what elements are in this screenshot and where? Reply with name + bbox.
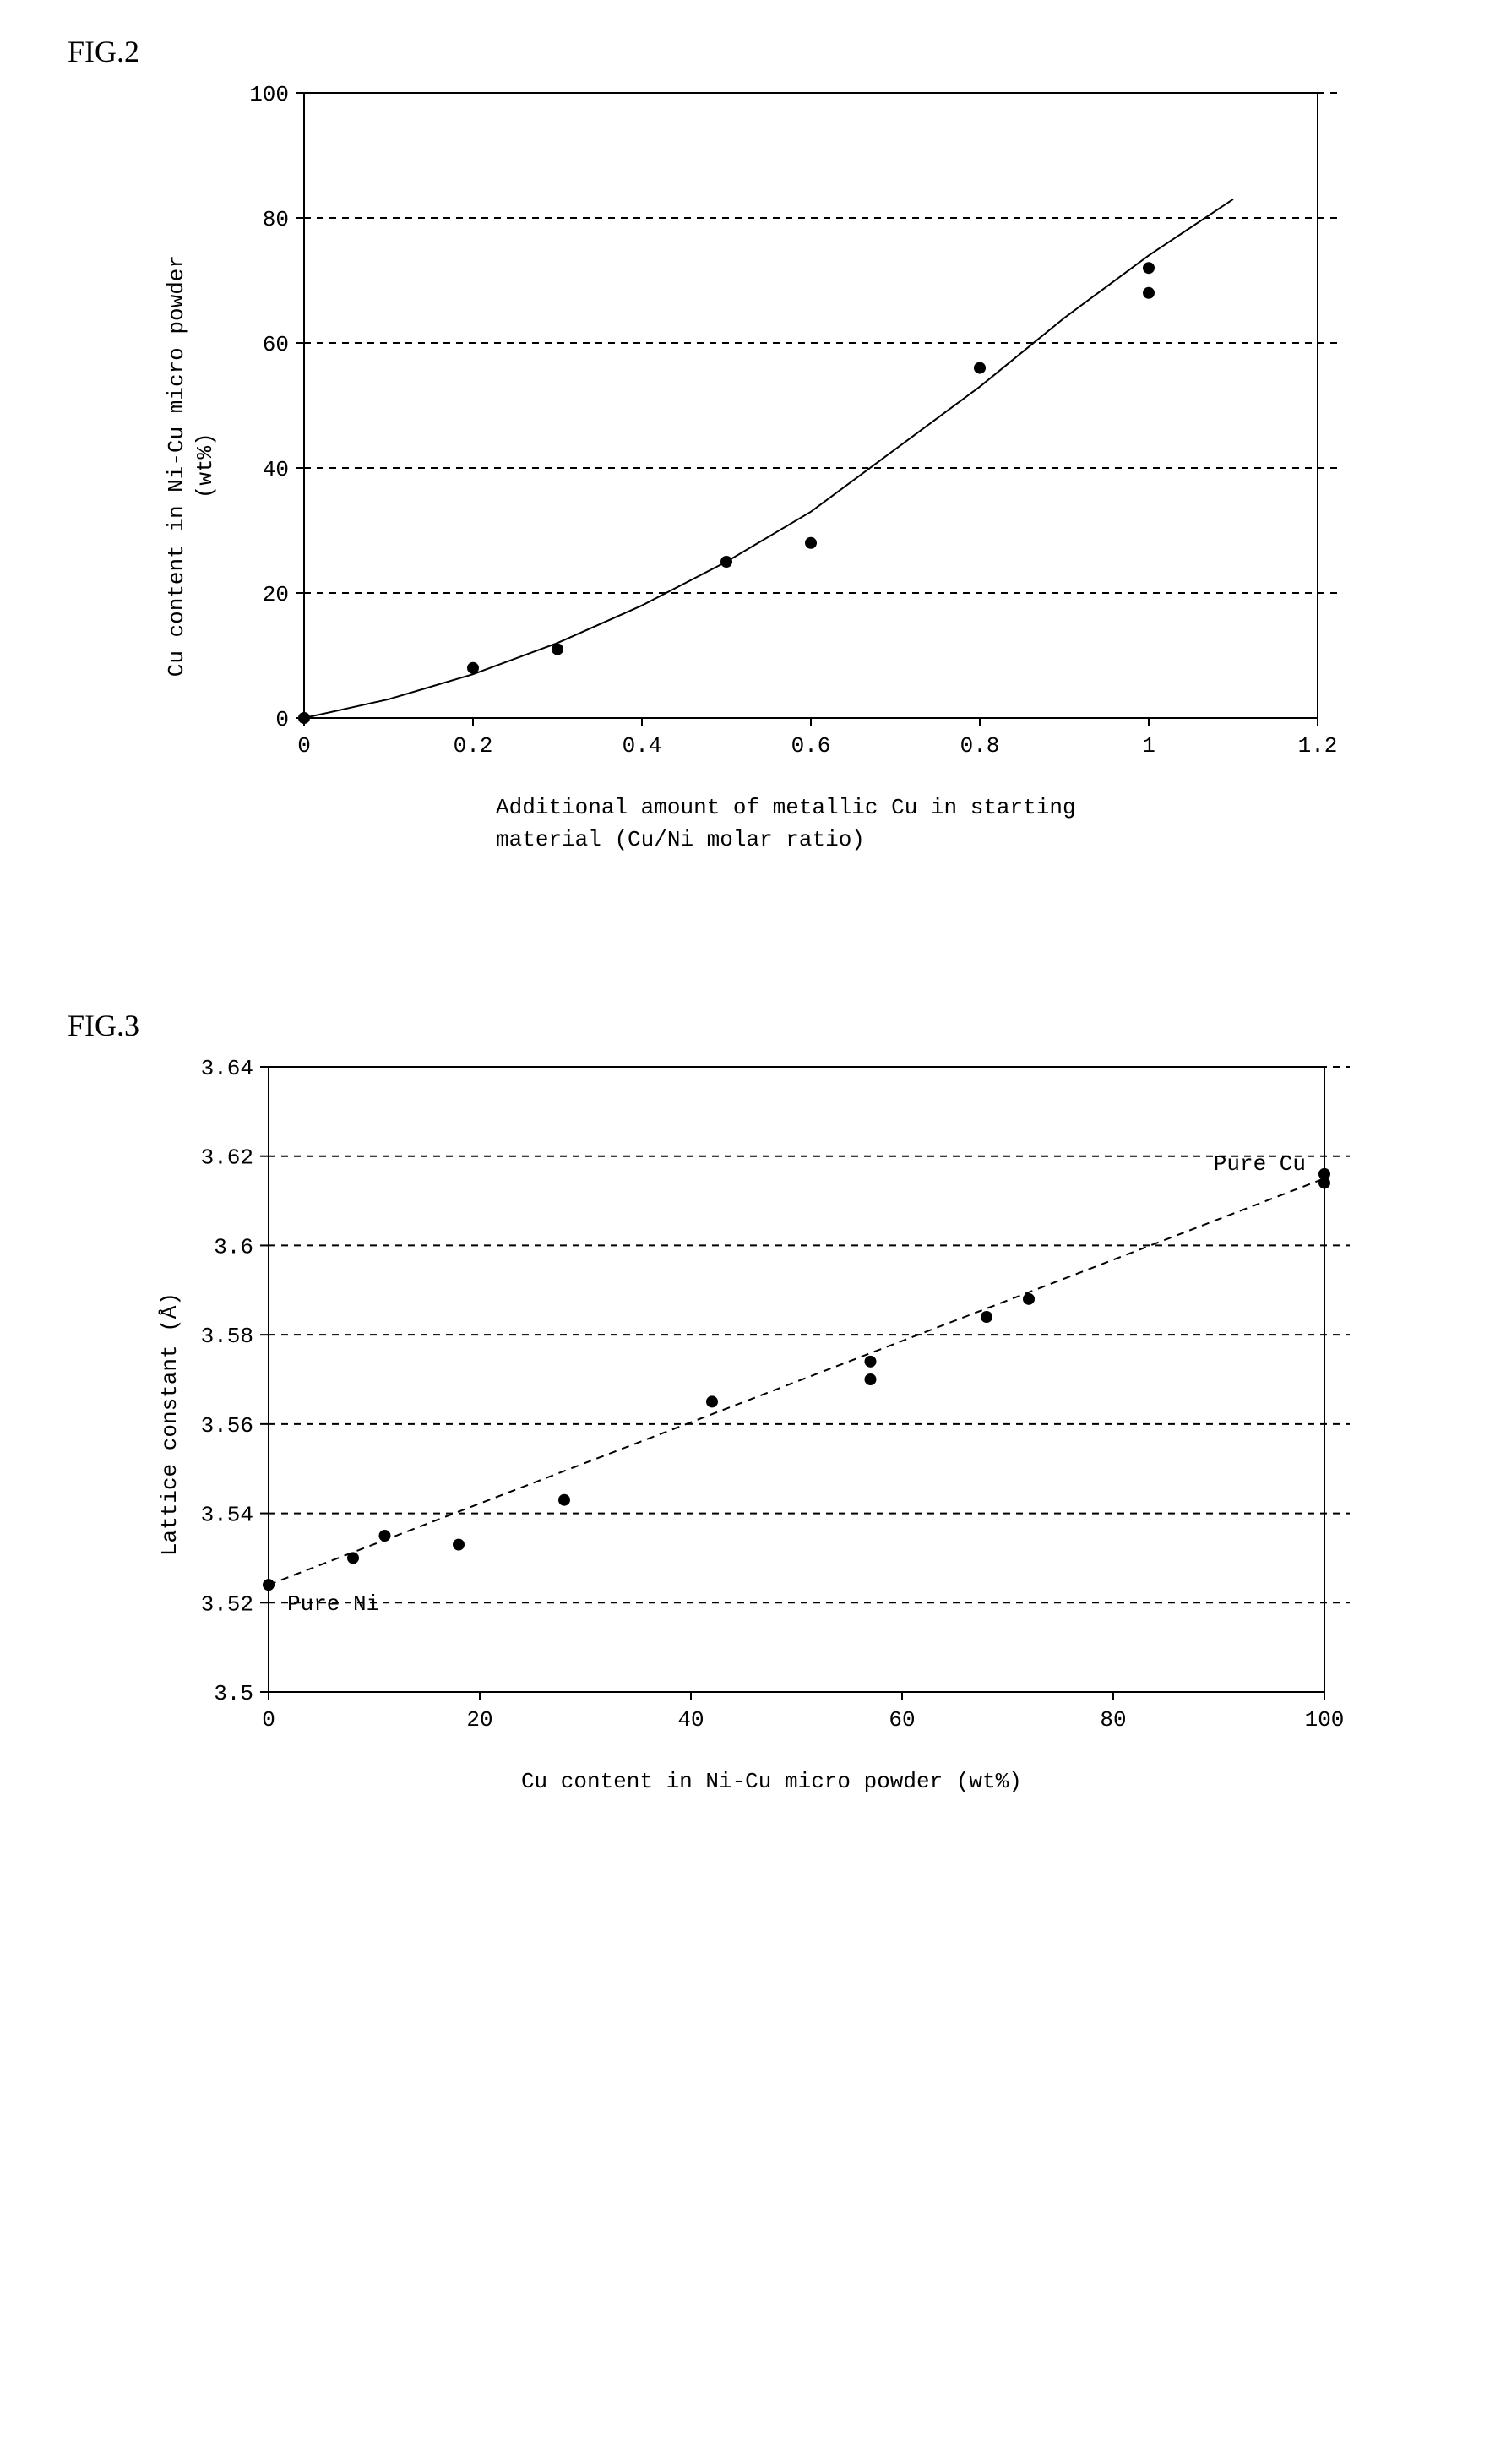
figure-3-chart: Lattice constant (Å) Pure Ni Pure Cu 0 20 40… <box>34 1050 1472 1798</box>
svg-text:40: 40 <box>678 1707 704 1732</box>
figure-3-ylabel: Lattice constant (Å) <box>148 1292 185 1556</box>
svg-text:3.5: 3.5 <box>215 1681 254 1706</box>
figure-3: FIG.3 Lattice constant (Å) Pure Ni Pure C… <box>34 1008 1472 1798</box>
svg-text:0.4: 0.4 <box>623 733 662 759</box>
svg-text:0.2: 0.2 <box>454 733 493 759</box>
svg-text:20: 20 <box>263 582 289 607</box>
svg-text:3.6: 3.6 <box>215 1235 254 1260</box>
svg-text:1: 1 <box>1142 733 1155 759</box>
svg-text:80: 80 <box>263 207 289 232</box>
svg-text:3.56: 3.56 <box>201 1413 253 1439</box>
figure-2-chart: Cu content in Ni-Cu micro powder (wt%) 0… <box>34 76 1472 856</box>
svg-text:0.6: 0.6 <box>791 733 831 759</box>
svg-text:3.54: 3.54 <box>201 1503 253 1528</box>
figure-2-plot-column: 0 0.2 0.4 0.6 0.8 1 1.2 0 20 40 60 80 100 Additional… <box>220 76 1351 856</box>
svg-text:0.8: 0.8 <box>960 733 1000 759</box>
figure-2-svg: 0 0.2 0.4 0.6 0.8 1 1.2 0 20 40 60 80 100 <box>220 76 1351 777</box>
svg-text:3.52: 3.52 <box>201 1592 253 1618</box>
figure-3-svg: Pure Ni Pure Cu 0 20 40 60 80 100 3.5 3.52 3.54 3.5… <box>184 1050 1358 1751</box>
svg-text:3.58: 3.58 <box>201 1324 253 1350</box>
svg-text:0: 0 <box>276 707 290 732</box>
svg-text:0: 0 <box>297 733 311 759</box>
figure-3-label: FIG.3 <box>68 1008 1472 1043</box>
svg-text:60: 60 <box>889 1707 916 1732</box>
svg-text:0: 0 <box>263 1707 276 1732</box>
svg-text:3.62: 3.62 <box>201 1145 253 1171</box>
svg-text:3.64: 3.64 <box>201 1056 253 1081</box>
svg-text:40: 40 <box>263 457 289 482</box>
svg-text:80: 80 <box>1101 1707 1127 1732</box>
figure-2-ylabel: Cu content in Ni-Cu micro powder (wt%) <box>155 255 220 677</box>
figure-3-xlabel: Cu content in Ni-Cu micro powder (wt%) <box>521 1766 1022 1798</box>
svg-text:1.2: 1.2 <box>1298 733 1338 759</box>
svg-text:20: 20 <box>467 1707 493 1732</box>
svg-text:100: 100 <box>1305 1707 1345 1732</box>
svg-text:Pure Ni: Pure Ni <box>287 1592 379 1618</box>
svg-text:100: 100 <box>249 82 289 107</box>
figure-2-xlabel: Additional amount of metallic Cu in star… <box>496 792 1076 856</box>
svg-text:Pure Cu: Pure Cu <box>1214 1152 1306 1178</box>
figure-2-label: FIG.2 <box>68 34 1472 69</box>
figure-2: FIG.2 Cu content in Ni-Cu micro powder (… <box>34 34 1472 856</box>
svg-text:60: 60 <box>263 332 289 357</box>
figure-3-plot-column: Pure Ni Pure Cu 0 20 40 60 80 100 3.5 3.52 3.54 3.5… <box>184 1050 1358 1798</box>
